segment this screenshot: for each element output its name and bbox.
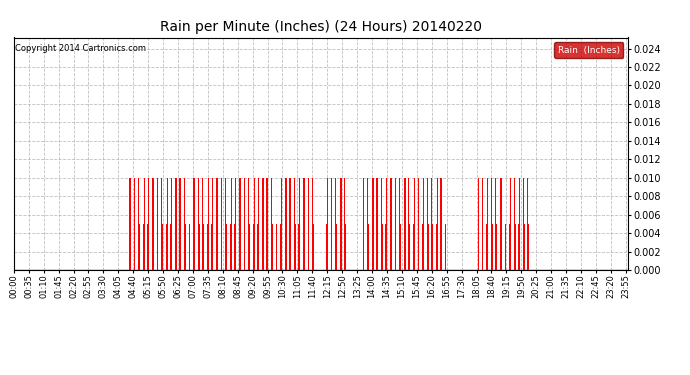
Text: Copyright 2014 Cartronics.com: Copyright 2014 Cartronics.com [15, 45, 146, 54]
Legend: Rain  (Inches): Rain (Inches) [554, 42, 623, 58]
Title: Rain per Minute (Inches) (24 Hours) 20140220: Rain per Minute (Inches) (24 Hours) 2014… [160, 20, 482, 33]
